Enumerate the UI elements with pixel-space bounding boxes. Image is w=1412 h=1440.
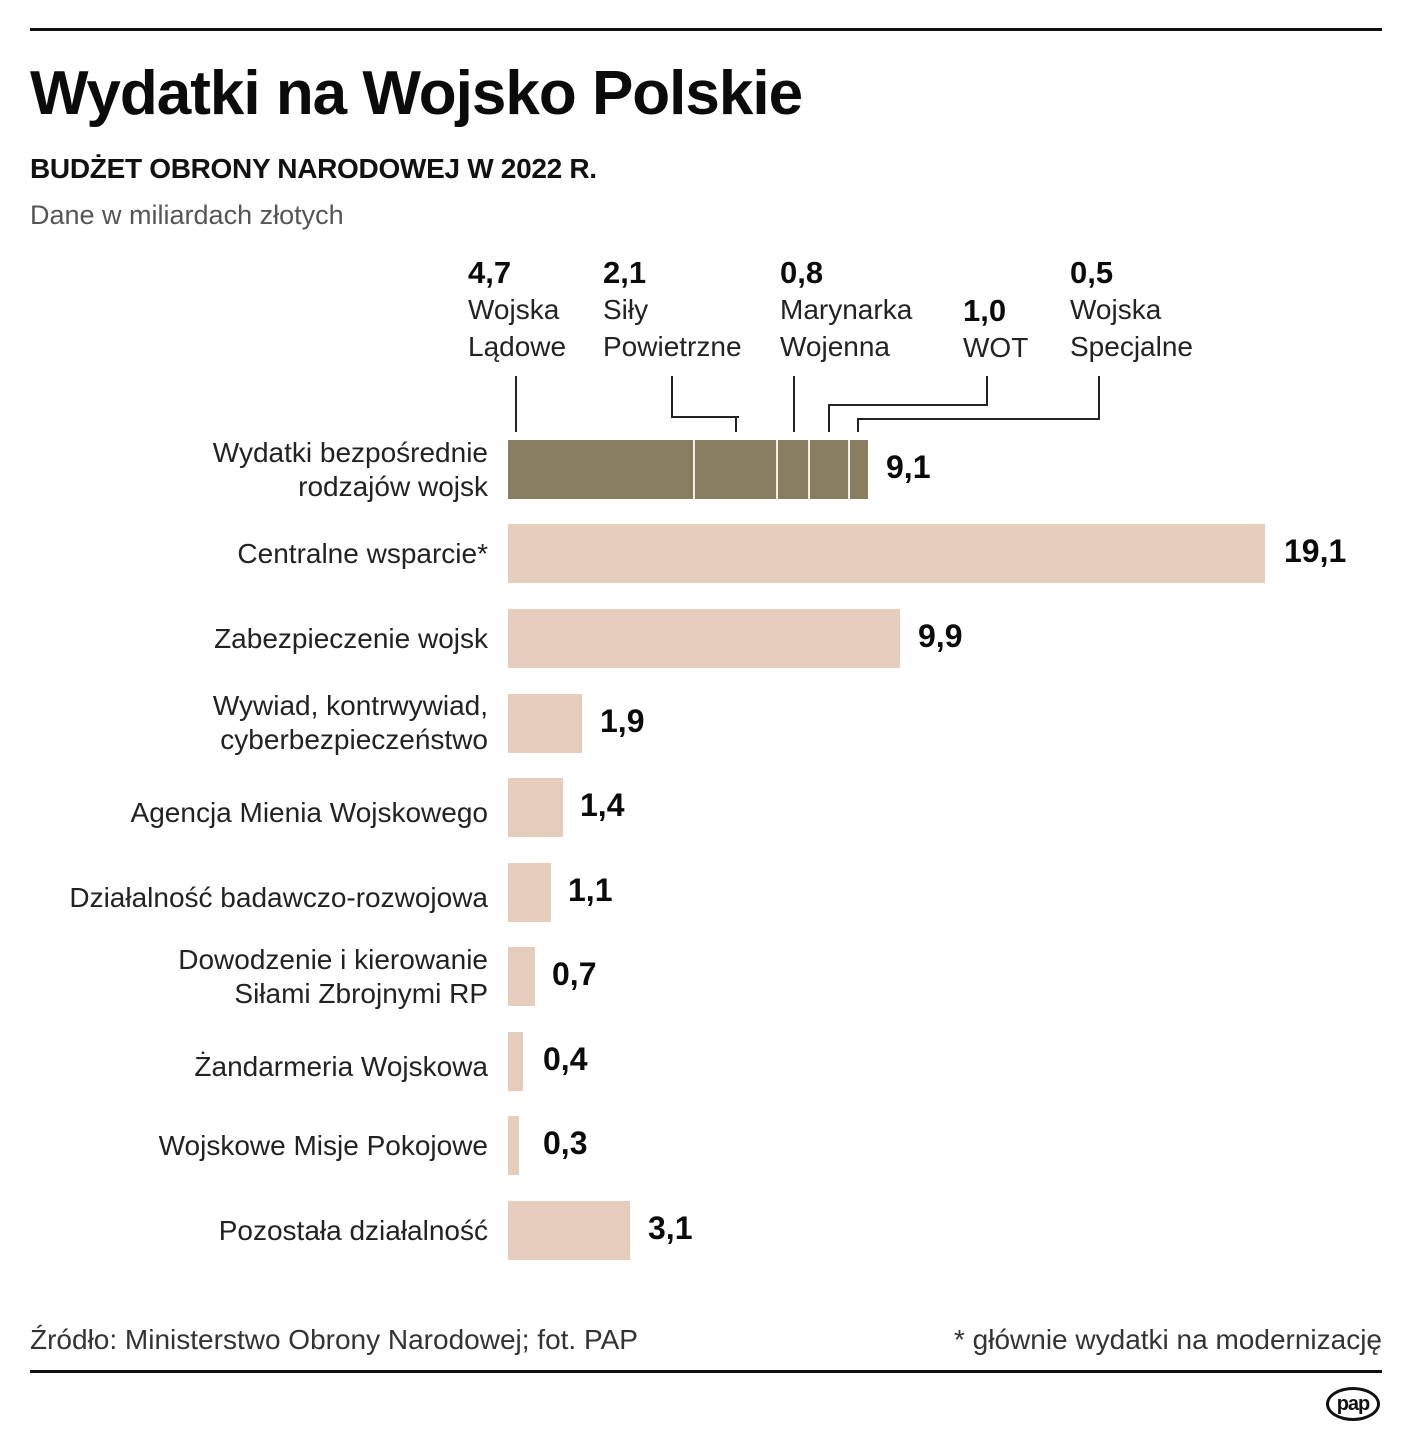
bar-zabezpieczenie-wojsk [508,609,900,668]
leader-line-sily-powietrzne-drop [735,416,737,432]
leader-line-specjalne-drop [857,418,859,432]
segment-name-line1: WOT [963,332,1029,363]
bar-dowodzenie [508,947,535,1006]
bottom-rule [30,1370,1382,1373]
segment-name-line1: Siły [603,294,649,325]
segment-label-marynarka-wojenna: 0,8 Marynarka Wojenna [780,254,912,365]
bar-value: 9,9 [918,618,963,654]
footnote: * głównie wydatki na modernizację [954,1324,1382,1355]
segment-name-line2: Lądowe [468,331,567,362]
leader-line-specjalne [857,376,1100,420]
bar-value: 0,4 [543,1041,588,1077]
segment-value: 0,5 [1070,255,1114,290]
segment-sily-powietrzne [695,440,778,499]
segment-wojska-ladowe [508,440,695,499]
leader-line-sily-powietrzne [671,376,739,418]
segment-name-line1: Wojska [1070,294,1162,325]
category-label: Wywiad, kontrwywiad, cyberbezpieczeństwo [212,690,488,755]
segment-value: 4,7 [468,255,512,290]
bar-zandarmeria [508,1032,523,1091]
pap-logo-icon: pap [1326,1387,1380,1421]
bar-value: 0,7 [552,956,597,992]
bar-wydatki-bezposrednie [508,440,868,499]
category-label: Działalność badawczo-rozwojowa [69,882,488,913]
bar-value: 1,1 [568,872,613,908]
bar-dzialalnosc-badawcza [508,863,551,922]
segment-label-wot: 1,0 WOT [963,292,1028,366]
segment-label-sily-powietrzne: 2,1 Siły Powietrzne [603,254,742,365]
category-label: Agencja Mienia Wojskowego [130,797,488,828]
category-label: Wydatki bezpośrednie rodzajów wojsk [212,437,488,502]
category-label: Żandarmeria Wojskowa [194,1051,488,1082]
category-label: Dowodzenie i kierowanie Siłami Zbrojnymi… [178,944,488,1009]
segment-name-line1: Wojska [468,294,560,325]
bar-misje-pokojowe [508,1116,519,1175]
bar-value: 1,9 [600,703,645,739]
segment-name-line2: Specjalne [1070,331,1193,362]
category-label: Wojskowe Misje Pokojowe [158,1130,488,1161]
segment-name-line1: Marynarka [780,294,913,325]
leader-line-marynarka [793,376,795,432]
segment-name-line2: Wojenna [780,331,891,362]
unit-note: Dane w miliardach złotych [30,200,344,230]
segment-value: 0,8 [780,255,824,290]
segment-name-line2: Powietrzne [603,331,742,362]
chart-title: Wydatki na Wojsko Polskie [30,59,803,128]
bar-centralne-wsparcie [508,524,1265,583]
source-note: Źródło: Ministerstwo Obrony Narodowej; f… [30,1324,638,1355]
segment-wot [810,440,850,499]
chart-subtitle: BUDŻET OBRONY NARODOWEJ W 2022 R. [30,153,597,184]
segment-value: 2,1 [603,255,647,290]
bar-agencja-mienia [508,778,563,837]
segment-marynarka-wojenna [778,440,810,499]
leader-line-wojska-ladowe [515,376,517,432]
segment-wojska-specjalne [850,440,868,499]
bar-value: 0,3 [543,1125,588,1161]
bar-pozostala [508,1201,630,1260]
bar-wywiad [508,694,582,753]
bar-value: 3,1 [648,1210,693,1246]
segment-label-wojska-ladowe: 4,7 Wojska Lądowe [468,254,566,365]
bar-value: 1,4 [580,787,625,823]
category-label: Centralne wsparcie* [237,538,488,569]
category-label: Pozostała działalność [218,1215,488,1246]
bar-value: 19,1 [1284,533,1347,569]
category-label: Zabezpieczenie wojsk [214,623,488,654]
bar-value: 9,1 [886,449,931,485]
top-rule [30,28,1382,31]
segment-label-wojska-specjalne: 0,5 Wojska Specjalne [1070,254,1193,365]
leader-line-wot-drop [828,404,830,432]
segment-value: 1,0 [963,293,1007,328]
leader-line-wot [828,376,988,406]
